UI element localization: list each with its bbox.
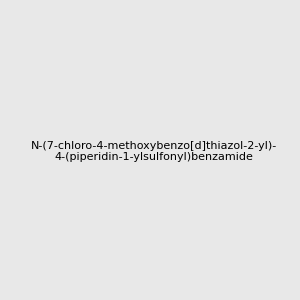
Text: N-(7-chloro-4-methoxybenzo[d]thiazol-2-yl)-
4-(piperidin-1-ylsulfonyl)benzamide: N-(7-chloro-4-methoxybenzo[d]thiazol-2-y… [31,141,277,162]
